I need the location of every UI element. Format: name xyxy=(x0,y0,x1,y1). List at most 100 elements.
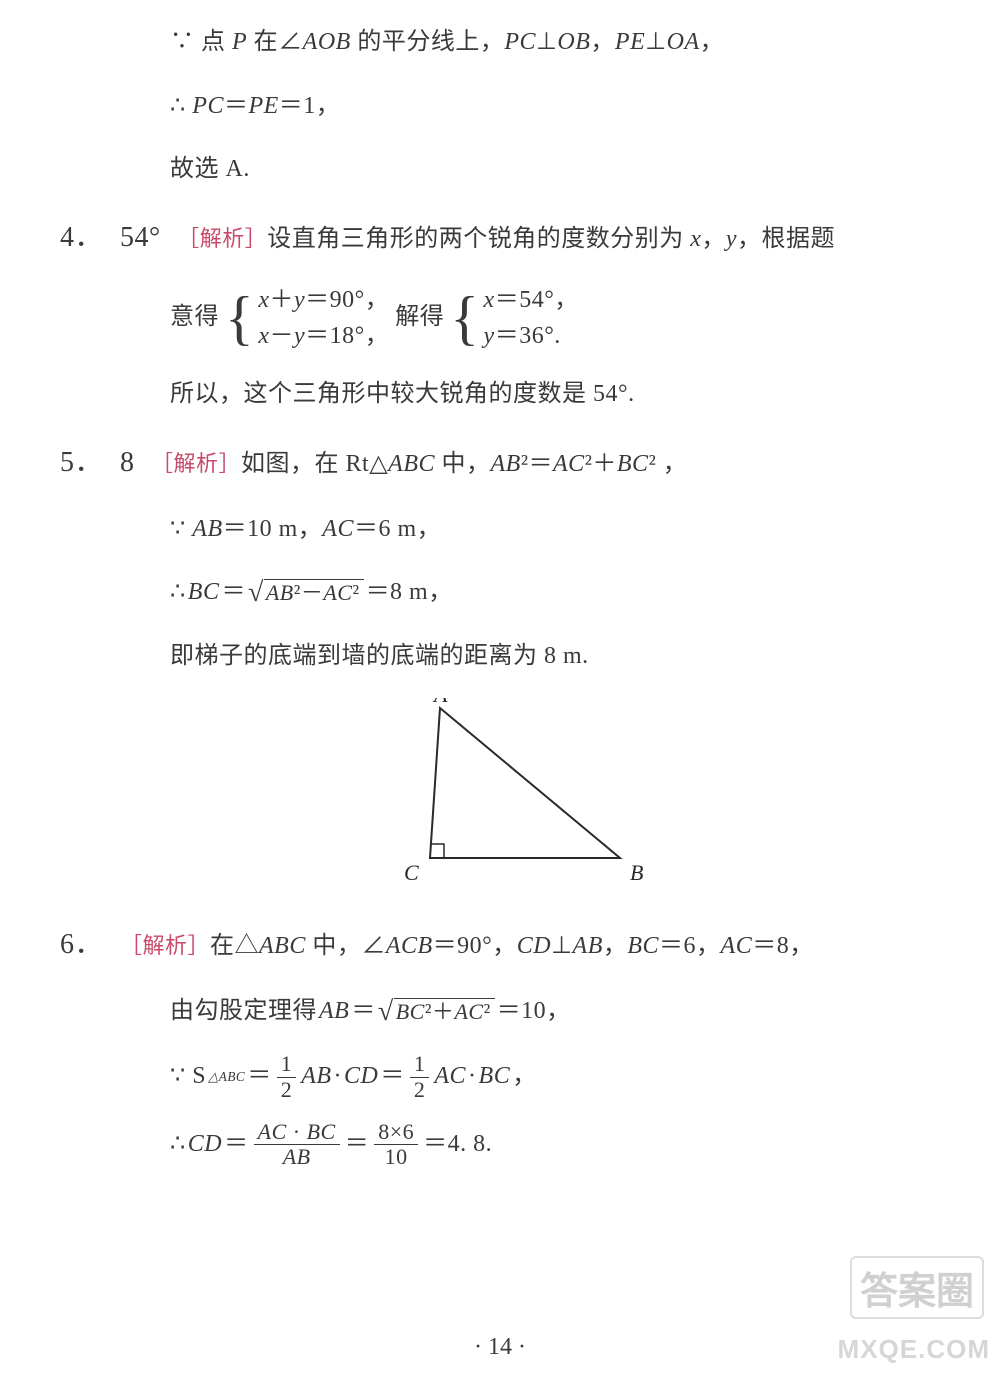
text: ∵ 点 xyxy=(170,29,232,55)
op: － xyxy=(269,323,294,349)
fraction-1: AC · BC AB xyxy=(254,1120,340,1169)
text: ＝8 m， xyxy=(366,570,453,616)
q5-line-2: ∵ AB＝10 m，AC＝6 m， xyxy=(60,507,940,553)
var-BC: BC xyxy=(396,999,425,1024)
text: 中， xyxy=(435,451,491,477)
var-y: y xyxy=(484,323,495,349)
q4-line-2: 意得 { x＋y＝90°， x－y＝18°， 解得 { x＝54°， y＝36°… xyxy=(60,282,940,354)
var-y: y xyxy=(294,323,305,349)
var-x: x xyxy=(484,287,495,313)
var-PE: PE xyxy=(248,93,278,119)
text: ＝6 m， xyxy=(354,516,441,542)
text: ， xyxy=(700,29,725,55)
text: ＝36°. xyxy=(495,323,561,349)
text: 解得 xyxy=(395,295,444,341)
var-ACB: ACB xyxy=(386,933,433,959)
text: 由勾股定理得 xyxy=(170,989,317,1035)
denominator: 10 xyxy=(381,1145,412,1169)
intro-line-3: 故选 A. xyxy=(60,147,940,193)
text: ＝18°， xyxy=(305,323,389,349)
text: ∴ xyxy=(170,93,192,119)
comma: ， xyxy=(701,226,726,252)
fraction-2: 8×6 10 xyxy=(374,1120,418,1169)
var-AB: AB xyxy=(301,1054,331,1100)
var-AB: AB xyxy=(573,933,603,959)
fraction-half-1: 12 xyxy=(277,1052,297,1101)
var-PE: PE xyxy=(615,29,645,55)
text: 意得 xyxy=(170,295,219,341)
q6-number: 6． xyxy=(60,918,110,971)
q6-body: ［解析］在△ABC 中，∠ACB＝90°，CD⊥AB，BC＝6，AC＝8， xyxy=(120,924,814,970)
text: ²＋ xyxy=(585,451,617,477)
var-AC: AC xyxy=(721,933,753,959)
var-OA: OA xyxy=(667,29,700,55)
sub-ABC: △ABC xyxy=(208,1064,245,1089)
var-AC: AC xyxy=(434,1054,466,1100)
numerator: AC · BC xyxy=(254,1120,340,1145)
var-ABC: ABC xyxy=(259,933,306,959)
eq: ＝ xyxy=(221,570,246,616)
text: ＝4. 8. xyxy=(423,1122,492,1168)
text: ，根据题 xyxy=(737,226,835,252)
text: ∴ xyxy=(170,1122,186,1168)
var-OB: OB xyxy=(557,29,590,55)
var-x: x xyxy=(690,226,701,252)
var-AC: AC xyxy=(258,1119,287,1144)
analysis-tag: ［解析］ xyxy=(120,933,210,958)
text: ²＝ xyxy=(521,451,553,477)
text: 即梯子的底端到墙的底端的距离为 8 m. xyxy=(170,643,589,669)
text: 中，∠ xyxy=(306,933,386,959)
eq: ＝ xyxy=(224,1122,249,1168)
q4-answer: 54° xyxy=(120,222,161,253)
text: 的平分线上， xyxy=(351,29,505,55)
radical-icon: √ xyxy=(378,998,394,1026)
var-AC: AC xyxy=(322,516,354,542)
var-P: P xyxy=(232,29,247,55)
watermark-url: MXQE.COM xyxy=(838,1334,990,1365)
q6-line-4: ∴ CD＝ AC · BC AB ＝ 8×6 10 ＝4. 8. xyxy=(60,1120,940,1169)
comma: ， xyxy=(590,29,615,55)
dot: · xyxy=(468,1054,477,1100)
var-x: x xyxy=(258,323,269,349)
text: 所以，这个三角形中较大锐角的度数是 54°. xyxy=(170,381,635,407)
var-AB: AB xyxy=(490,451,520,477)
text: ² xyxy=(352,580,359,605)
brace-icon: { xyxy=(450,288,479,348)
denominator: 2 xyxy=(277,1078,297,1102)
text: ²－ xyxy=(294,580,324,605)
var-AC: AC xyxy=(454,999,483,1024)
denominator: 2 xyxy=(410,1078,430,1102)
q6-line-1: 6． ［解析］在△ABC 中，∠ACB＝90°，CD⊥AB，BC＝6，AC＝8， xyxy=(60,918,940,971)
intro-line-1: ∵ 点 P 在∠AOB 的平分线上，PC⊥OB，PE⊥OA， xyxy=(60,20,940,66)
var-CD: CD xyxy=(344,1054,378,1100)
eq: ＝ xyxy=(351,989,376,1035)
var-AB: AB xyxy=(319,989,349,1035)
text: ∵ xyxy=(170,516,192,542)
q4-system-1: { x＋y＝90°， x－y＝18°， xyxy=(225,282,389,354)
var-y: y xyxy=(726,226,737,252)
var-AB: AB xyxy=(266,580,294,605)
text: ² xyxy=(484,999,491,1024)
triangle-svg: ACB xyxy=(320,698,680,893)
eq: ＝ xyxy=(224,93,249,119)
q6-line-2: 由勾股定理得 AB＝ √BC²＋AC² ＝10， xyxy=(60,989,940,1035)
text: 在△ xyxy=(210,933,259,959)
text: 设直角三角形的两个锐角的度数分别为 xyxy=(267,226,690,252)
eq: ＝ xyxy=(247,1054,272,1100)
text: ＝10 m， xyxy=(223,516,323,542)
text: ＝90°， xyxy=(433,933,517,959)
text: ∴ xyxy=(170,570,186,616)
analysis-tag: ［解析］ xyxy=(151,451,241,476)
analysis-tag: ［解析］ xyxy=(177,226,267,251)
q4-number: 4． xyxy=(60,211,110,264)
q5-body: 8 ［解析］如图，在 Rt△ABC 中，AB²＝AC²＋BC² ， xyxy=(120,436,687,489)
var-y: y xyxy=(294,287,305,313)
var-BC: BC xyxy=(188,570,220,616)
watermark-logo: 答案圈 xyxy=(850,1256,984,1319)
perp: ⊥ xyxy=(551,933,572,959)
q4-line-3: 所以，这个三角形中较大锐角的度数是 54°. xyxy=(60,372,940,418)
eq: ＝ xyxy=(380,1054,405,1100)
q5-line-1: 5． 8 ［解析］如图，在 Rt△ABC 中，AB²＝AC²＋BC² ， xyxy=(60,436,940,489)
var-BC: BC xyxy=(617,451,649,477)
perp: ⊥ xyxy=(536,29,557,55)
